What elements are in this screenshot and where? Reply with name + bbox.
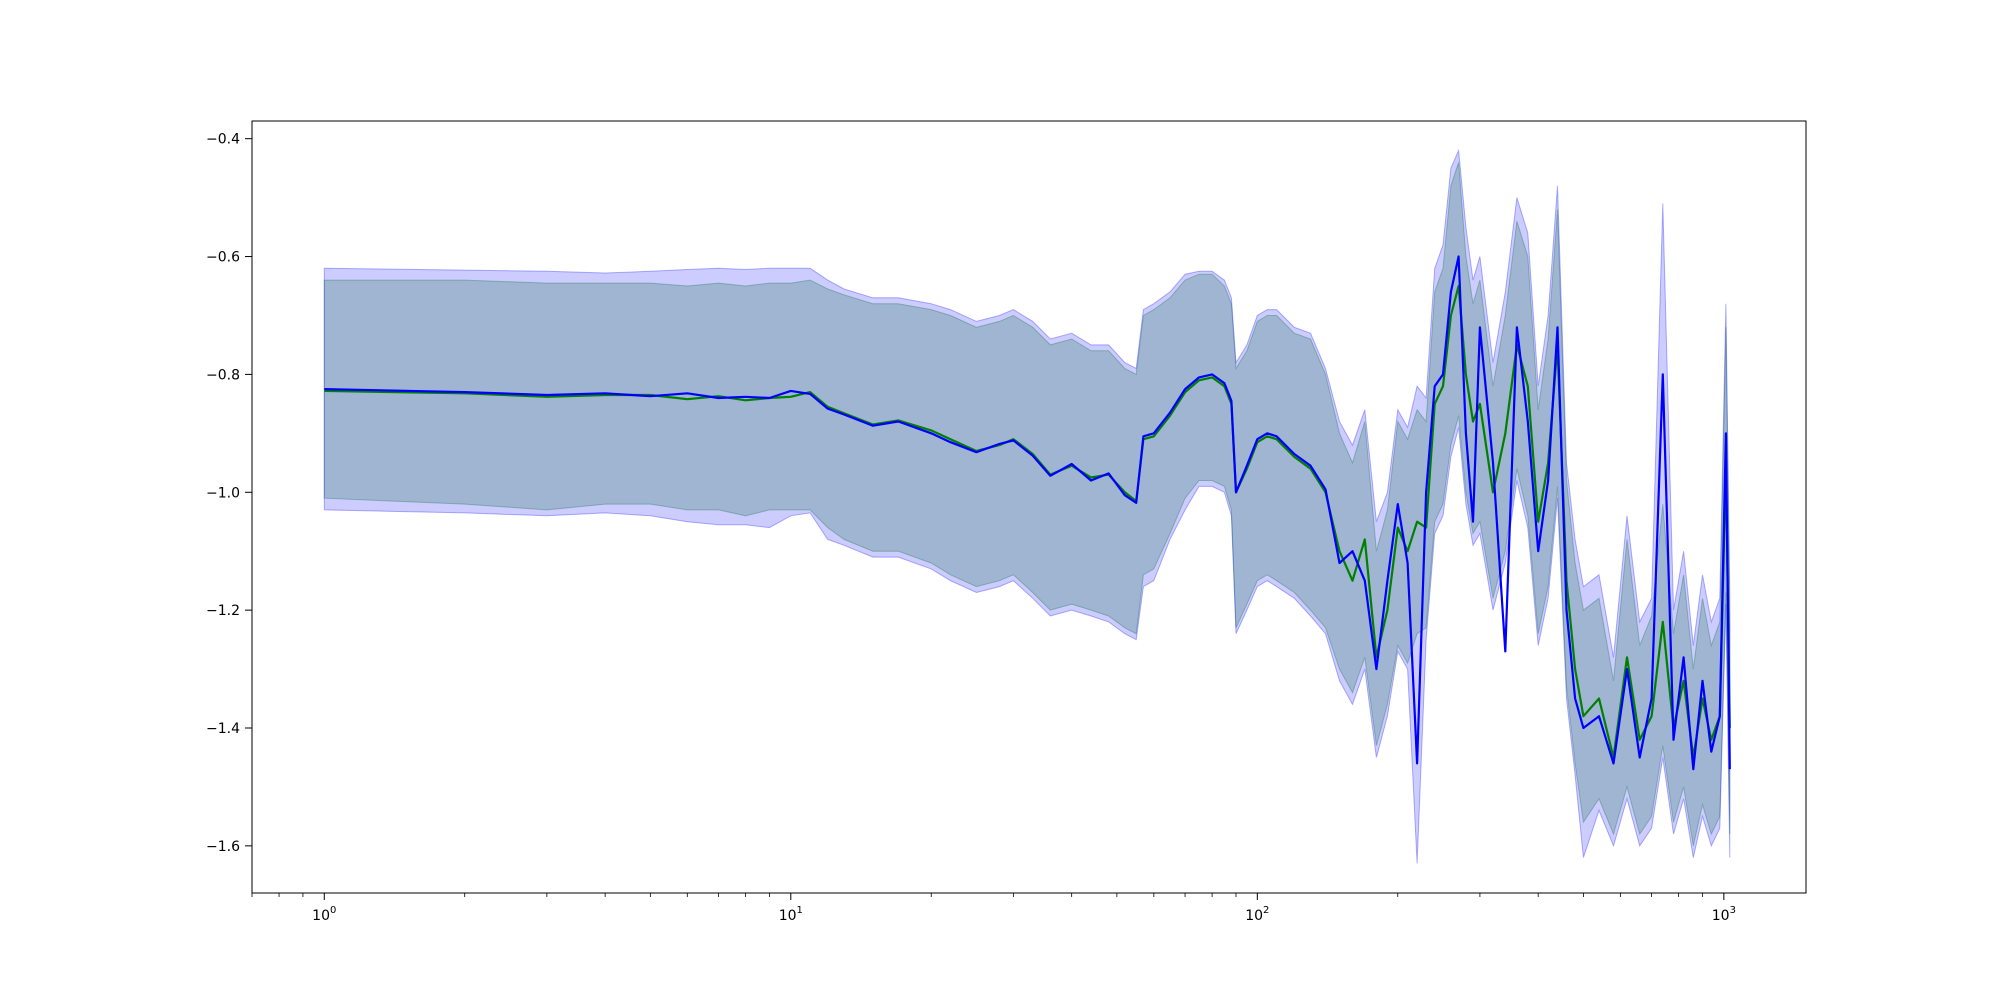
y-tick-label: −1.0 — [206, 485, 240, 501]
x-tick-label: 101 — [779, 905, 803, 924]
series-2-line — [324, 255, 1731, 771]
x-tick-label: 103 — [1712, 905, 1736, 924]
x-tick-label: 100 — [312, 905, 336, 924]
y-tick-label: −0.8 — [206, 367, 240, 383]
y-tick-label: −1.6 — [206, 839, 240, 855]
series-2-band — [323, 148, 1731, 864]
y-tick-label: −0.6 — [206, 250, 240, 266]
series-1-line — [324, 284, 1731, 759]
series-1-band — [323, 162, 1731, 847]
confidence-bands — [323, 148, 1731, 864]
series-lines — [324, 255, 1731, 771]
x-tick-label: 102 — [1245, 905, 1269, 924]
y-tick-label: −1.2 — [206, 603, 240, 619]
y-tick-label: −0.4 — [206, 132, 240, 148]
y-tick-label: −1.4 — [206, 721, 240, 737]
plot-frame — [251, 120, 1807, 894]
y-axis: −1.6 −1.4 −1.2 −1.0 −0.8 −0.6 −0.4 — [206, 132, 252, 855]
x-axis: 100 101 102 103 — [251, 893, 1736, 924]
